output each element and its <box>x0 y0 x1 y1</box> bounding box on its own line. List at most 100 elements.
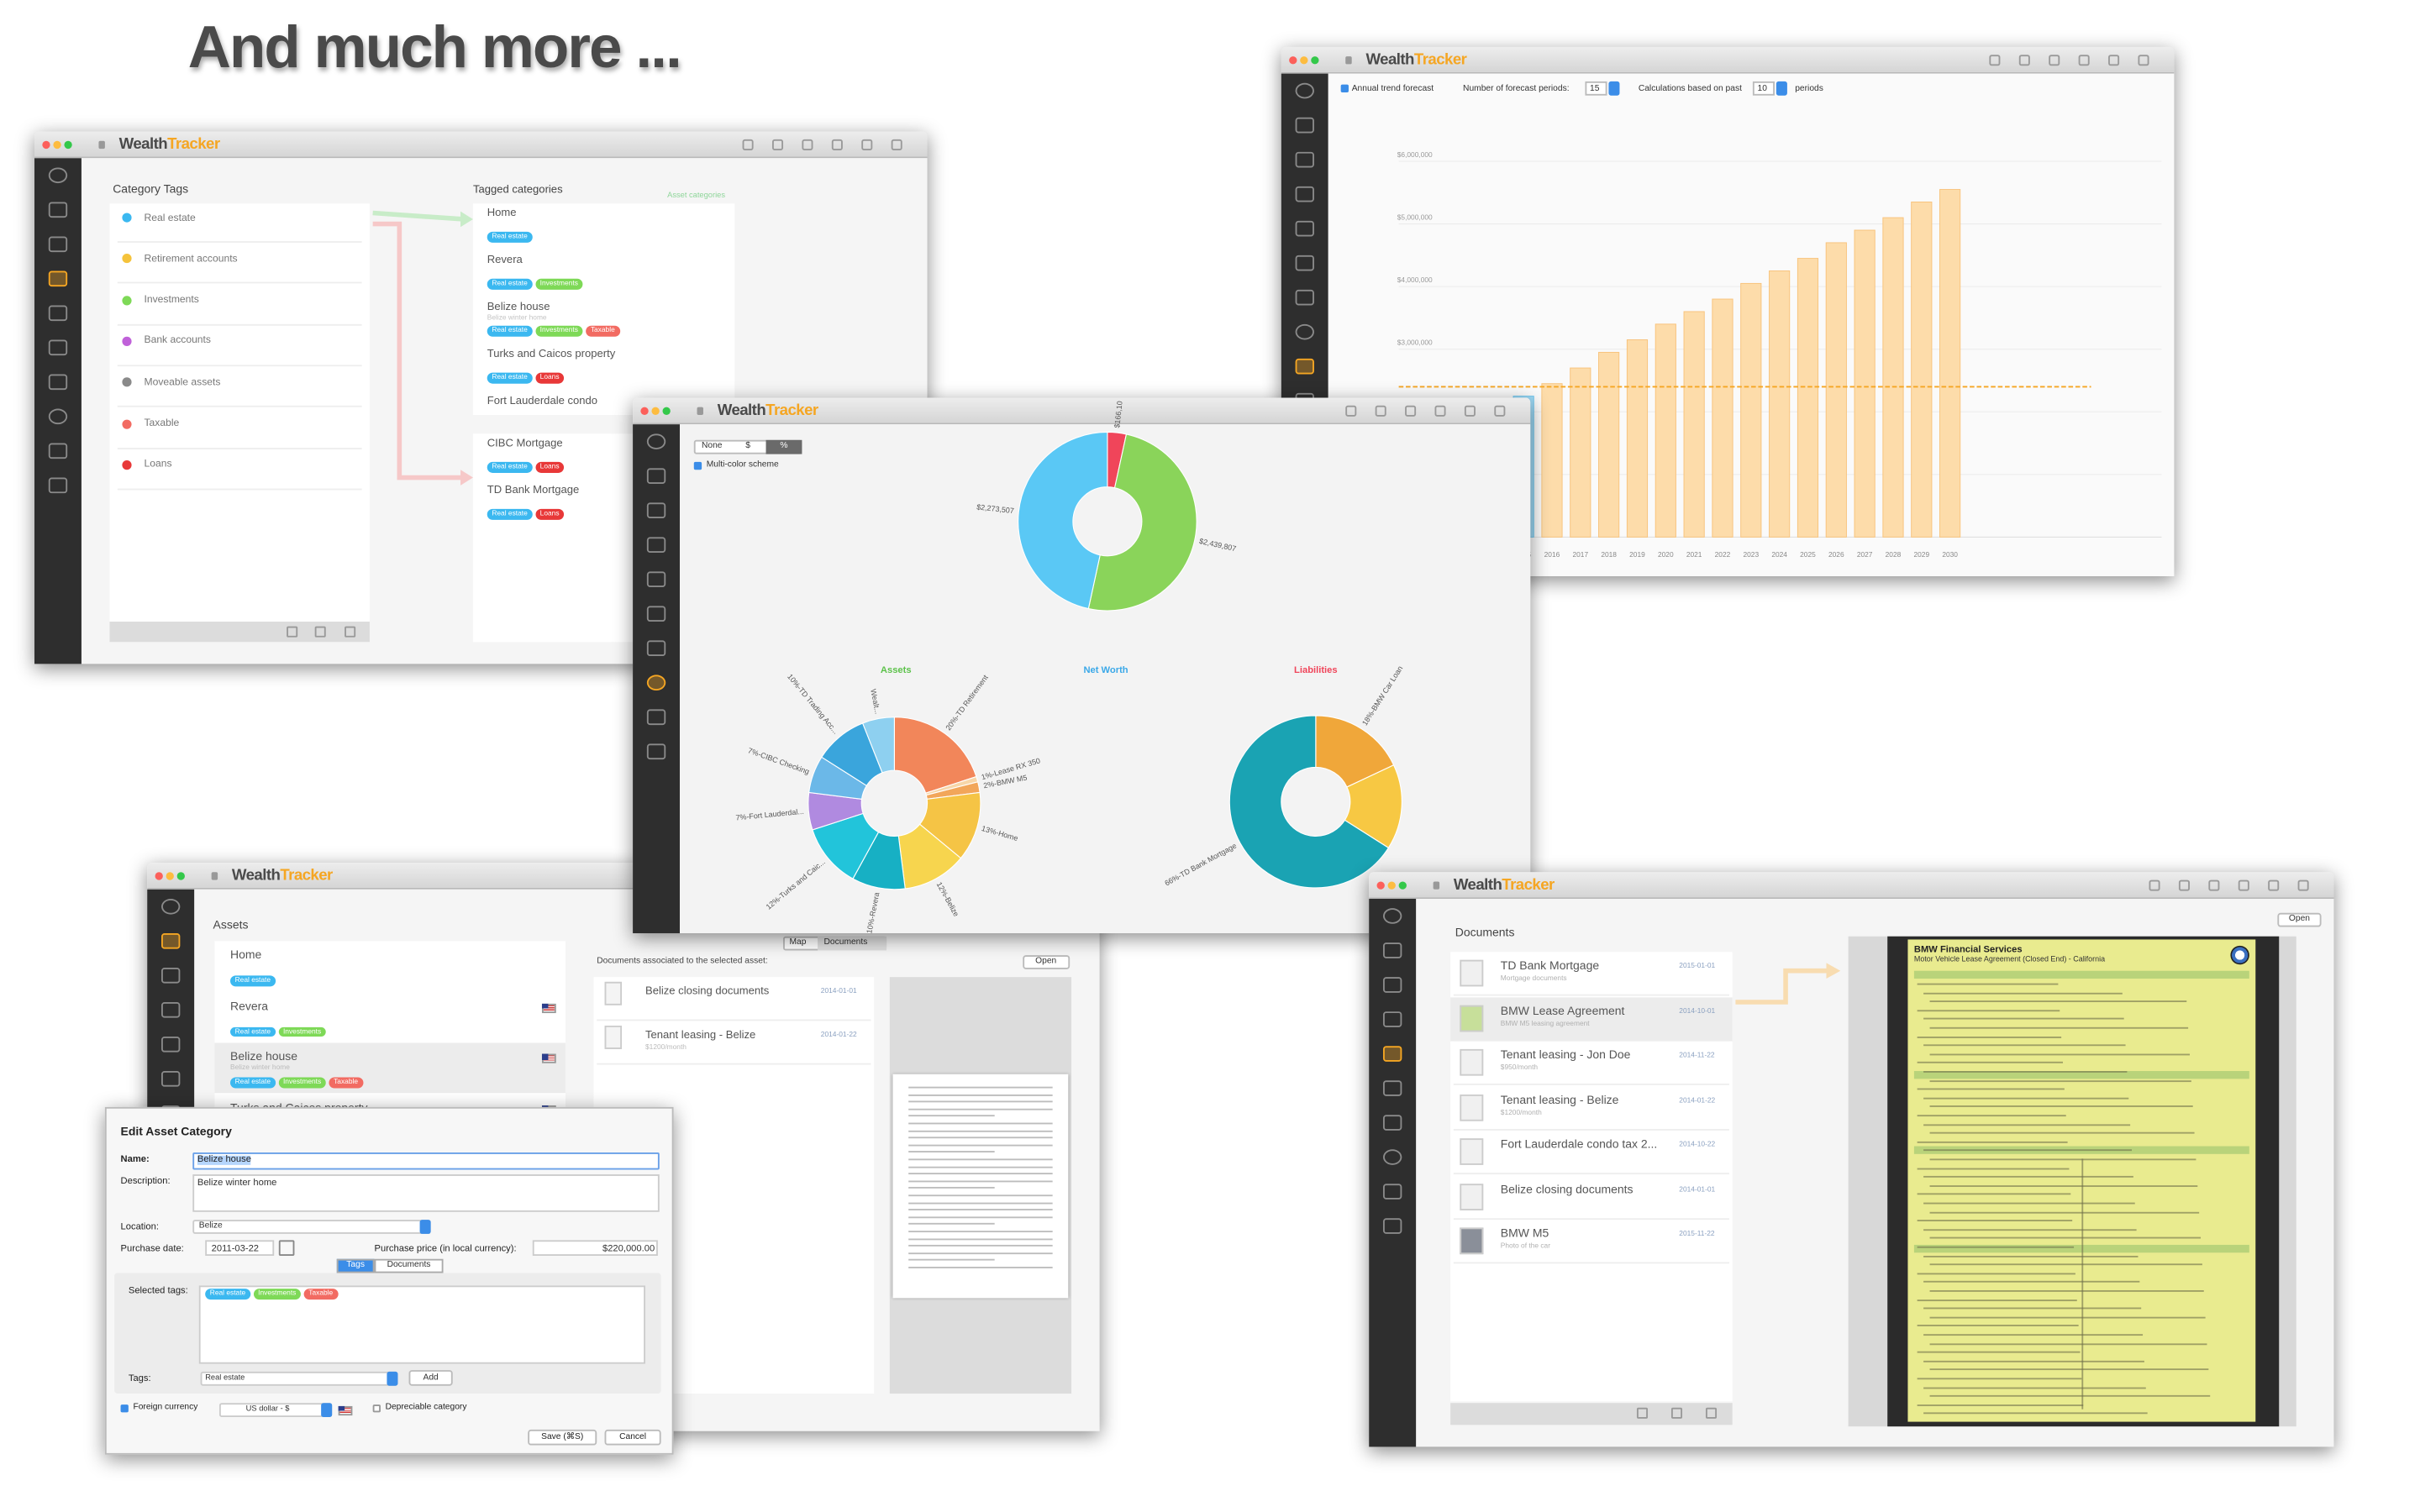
toolbar-button[interactable] <box>1989 55 2001 66</box>
footer-button[interactable] <box>1636 1407 1649 1419</box>
asset-name[interactable]: Revera <box>230 998 269 1013</box>
document-name[interactable]: TD Bank Mortgage <box>1500 958 1600 973</box>
sidebar-icon[interactable] <box>1382 1184 1402 1200</box>
sidebar-icon[interactable] <box>48 443 68 459</box>
sidebar-icon[interactable] <box>646 675 666 691</box>
window-button[interactable] <box>42 140 50 150</box>
sidebar-icon[interactable] <box>646 571 666 588</box>
toolbar-button[interactable] <box>742 139 754 150</box>
button-label[interactable]: Add <box>423 1372 439 1383</box>
sidebar-icon[interactable] <box>1382 977 1402 993</box>
sidebar-icon[interactable] <box>48 477 68 494</box>
sidebar-icon[interactable] <box>1382 1149 1402 1165</box>
document-name[interactable]: Tenant leasing - Belize <box>645 1030 756 1042</box>
tag-name[interactable]: Real estate <box>144 212 196 223</box>
sidebar-icon[interactable] <box>48 236 68 253</box>
window-button[interactable] <box>64 140 72 150</box>
sidebar-icon[interactable] <box>1295 220 1314 237</box>
toolbar-button[interactable] <box>2208 879 2220 891</box>
sidebar-icon[interactable] <box>161 1071 181 1087</box>
link[interactable]: Asset categories <box>667 191 726 201</box>
sidebar-icon[interactable] <box>48 270 68 287</box>
toolbar-button[interactable] <box>802 139 813 150</box>
asset-name[interactable]: Home <box>230 947 262 962</box>
tab[interactable] <box>374 1258 444 1273</box>
popup[interactable] <box>192 1220 431 1234</box>
button[interactable] <box>604 1429 661 1446</box>
sidebar-icon[interactable] <box>1382 1011 1402 1027</box>
document-name[interactable]: BMW Lease Agreement <box>1500 1002 1625 1017</box>
window-button[interactable] <box>1376 881 1385 890</box>
document-name[interactable]: Belize closing documents <box>645 986 770 998</box>
sidebar-icon[interactable] <box>1295 323 1314 340</box>
window-button[interactable] <box>1398 881 1407 890</box>
segment[interactable]: % <box>780 441 788 451</box>
tag-name[interactable]: Taxable <box>144 417 180 429</box>
button-label[interactable]: Open <box>1035 956 1057 967</box>
sidebar-icon[interactable] <box>646 743 666 760</box>
sidebar-icon[interactable] <box>1295 289 1314 306</box>
window-button[interactable] <box>166 872 174 880</box>
tag-name[interactable]: Investments <box>144 294 199 306</box>
button[interactable] <box>528 1429 597 1446</box>
checkbox[interactable] <box>693 461 702 470</box>
toolbar-button[interactable] <box>1494 405 1506 417</box>
sidebar-icon[interactable] <box>1382 1046 1402 1062</box>
checkbox[interactable] <box>1340 84 1349 92</box>
document-name[interactable]: Belize closing documents <box>1500 1181 1634 1196</box>
window-button[interactable] <box>53 140 61 150</box>
tab[interactable]: Documents <box>823 937 868 948</box>
sidebar-icon[interactable] <box>1295 117 1314 134</box>
sidebar-icon[interactable] <box>646 468 666 485</box>
sidebar-icon[interactable] <box>161 932 181 949</box>
window-button[interactable] <box>651 407 660 415</box>
footer-button[interactable] <box>287 626 298 638</box>
window-button[interactable] <box>1300 56 1308 65</box>
button[interactable] <box>2277 912 2322 927</box>
sidebar-icon[interactable] <box>1295 82 1314 99</box>
toolbar-button[interactable] <box>2149 879 2160 891</box>
window-button[interactable] <box>1311 56 1319 65</box>
sidebar-icon[interactable] <box>48 202 68 218</box>
tab-label[interactable]: Documents <box>387 1260 431 1270</box>
sidebar-icon[interactable] <box>1382 942 1402 958</box>
toolbar-button[interactable] <box>2138 55 2149 66</box>
tag-name[interactable]: Loans <box>144 459 172 470</box>
toolbar-button[interactable] <box>771 139 784 150</box>
footer-button[interactable] <box>314 626 326 638</box>
tab-label[interactable]: Tags <box>346 1260 365 1270</box>
sidebar-icon[interactable] <box>1382 1218 1402 1234</box>
calendar-button[interactable] <box>278 1240 295 1256</box>
window-button[interactable] <box>1387 881 1396 890</box>
toolbar-button[interactable] <box>2049 55 2060 66</box>
price-field[interactable] <box>532 1240 658 1256</box>
document-name[interactable]: Tenant leasing - Jon Doe <box>1500 1047 1631 1062</box>
tab[interactable]: Map <box>789 937 807 948</box>
toolbar-button[interactable] <box>2238 879 2249 891</box>
sidebar-icon[interactable] <box>646 640 666 657</box>
asset-name[interactable]: Belize house <box>230 1048 298 1063</box>
tab[interactable] <box>336 1258 375 1273</box>
document-name[interactable]: Fort Lauderdale condo tax 2... <box>1500 1137 1658 1152</box>
window-button[interactable] <box>662 407 671 415</box>
sidebar-icon[interactable] <box>161 1037 181 1053</box>
toolbar-button[interactable] <box>1464 405 1476 417</box>
sidebar-icon[interactable] <box>48 339 68 356</box>
toolbar-button[interactable] <box>2108 55 2120 66</box>
button[interactable] <box>1023 955 1071 969</box>
sidebar-icon[interactable] <box>161 968 181 984</box>
button[interactable] <box>408 1370 453 1386</box>
button-label[interactable]: Cancel <box>619 1431 647 1441</box>
window-button[interactable] <box>640 407 649 415</box>
sidebar-icon[interactable] <box>1295 151 1314 168</box>
sidebar-icon[interactable] <box>1295 186 1314 202</box>
stepper-button[interactable] <box>1776 81 1787 96</box>
text-field[interactable] <box>192 1152 660 1170</box>
sidebar-icon[interactable] <box>161 898 181 915</box>
toolbar-button[interactable] <box>891 139 902 150</box>
document-name[interactable]: Tenant leasing - Belize <box>1500 1092 1619 1106</box>
window-button[interactable] <box>1289 56 1297 65</box>
document-name[interactable]: BMW M5 <box>1500 1226 1549 1241</box>
tag-name[interactable]: Retirement accounts <box>144 253 238 265</box>
toolbar-button[interactable] <box>2018 55 2030 66</box>
